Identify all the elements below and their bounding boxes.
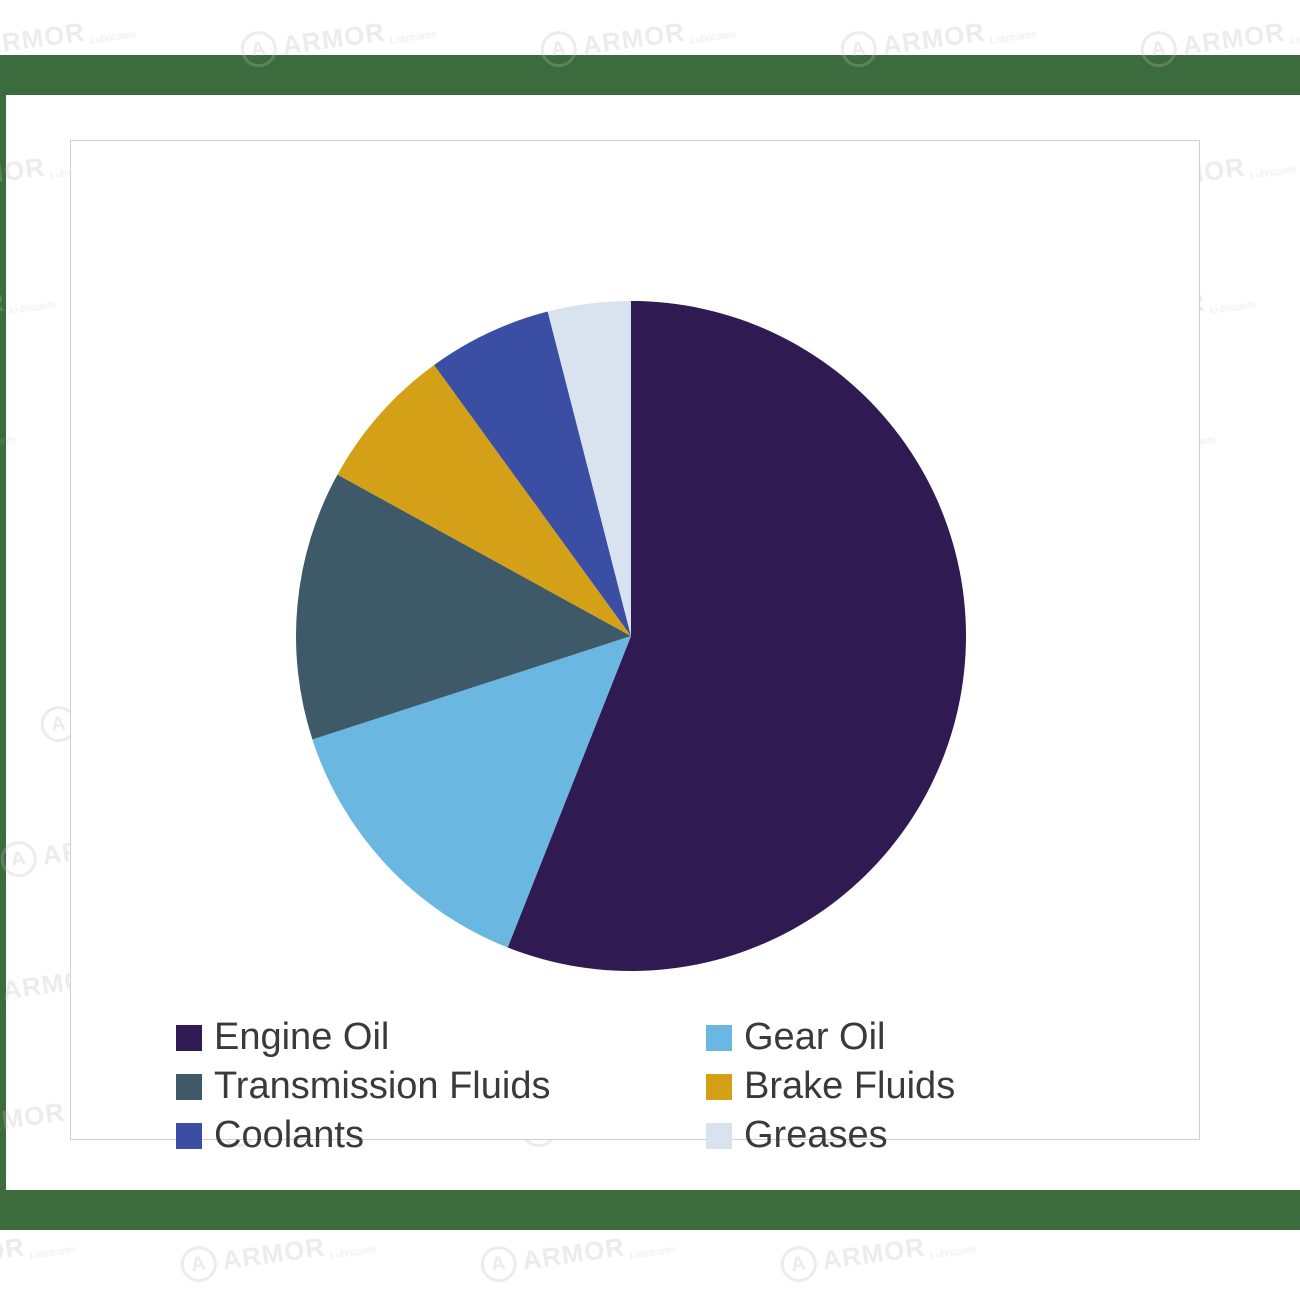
- watermark: AARMORLubricants: [178, 1222, 376, 1285]
- legend-label: Brake Fluids: [744, 1065, 955, 1108]
- legend-item: Transmission Fluids: [176, 1065, 666, 1108]
- watermark-text: ARMOR: [0, 1231, 27, 1276]
- watermark-icon: A: [478, 1244, 519, 1285]
- watermark-subtext: Lubricants: [1249, 164, 1296, 181]
- watermark-subtext: Lubricants: [9, 299, 56, 316]
- legend-label: Coolants: [214, 1114, 364, 1157]
- frame-top: [0, 55, 1300, 95]
- watermark: AARMORLubricants: [778, 1222, 976, 1285]
- frame-left: [0, 55, 6, 1230]
- legend-label: Gear Oil: [744, 1016, 885, 1059]
- watermark-subtext: Lubricants: [689, 29, 736, 46]
- watermark-subtext: Lubricants: [329, 1244, 376, 1261]
- legend-item: Greases: [706, 1114, 1196, 1157]
- watermark-icon: A: [178, 1244, 219, 1285]
- watermark-subtext: Lubricants: [929, 1244, 976, 1261]
- legend-item: Gear Oil: [706, 1016, 1196, 1059]
- legend-swatch: [706, 1025, 732, 1051]
- watermark-icon: A: [778, 1244, 819, 1285]
- watermark-subtext: Lubricants: [989, 29, 1036, 46]
- watermark-subtext: Lubricants: [29, 1244, 76, 1261]
- watermark: AARMORLubricants: [478, 1222, 676, 1285]
- watermark: AARMORLubricants: [0, 1222, 77, 1285]
- legend-item: Engine Oil: [176, 1016, 666, 1059]
- legend-label: Transmission Fluids: [214, 1065, 550, 1108]
- legend-swatch: [176, 1025, 202, 1051]
- legend-swatch: [706, 1074, 732, 1100]
- pie-chart: [71, 141, 1201, 1141]
- legend-label: Greases: [744, 1114, 888, 1157]
- watermark-subtext: Lubricants: [389, 29, 436, 46]
- watermark-text: ARMOR: [0, 1096, 67, 1141]
- chart-panel: Engine Oil Gear Oil Transmission Fluids Bra…: [70, 140, 1200, 1140]
- watermark-text: ARMOR: [820, 1231, 927, 1276]
- legend-swatch: [706, 1123, 732, 1149]
- legend-swatch: [176, 1123, 202, 1149]
- watermark-text: ARMOR: [520, 1231, 627, 1276]
- watermark-subtext: Lubricants: [89, 29, 136, 46]
- watermark: AARMORLubricants: [0, 277, 57, 340]
- frame-bottom: [0, 1190, 1300, 1230]
- legend-item: Coolants: [176, 1114, 666, 1157]
- watermark-subtext: Lubricants: [629, 1244, 676, 1261]
- watermark-text: ARMOR: [220, 1231, 327, 1276]
- watermark-text: ARMOR: [0, 151, 47, 196]
- watermark-subtext: Lubricants: [1209, 299, 1256, 316]
- legend-item: Brake Fluids: [706, 1065, 1196, 1108]
- watermark-subtext: Lubricants: [1289, 29, 1300, 46]
- legend-swatch: [176, 1074, 202, 1100]
- legend: Engine Oil Gear Oil Transmission Fluids Bra…: [176, 1016, 1196, 1157]
- legend-label: Engine Oil: [214, 1016, 389, 1059]
